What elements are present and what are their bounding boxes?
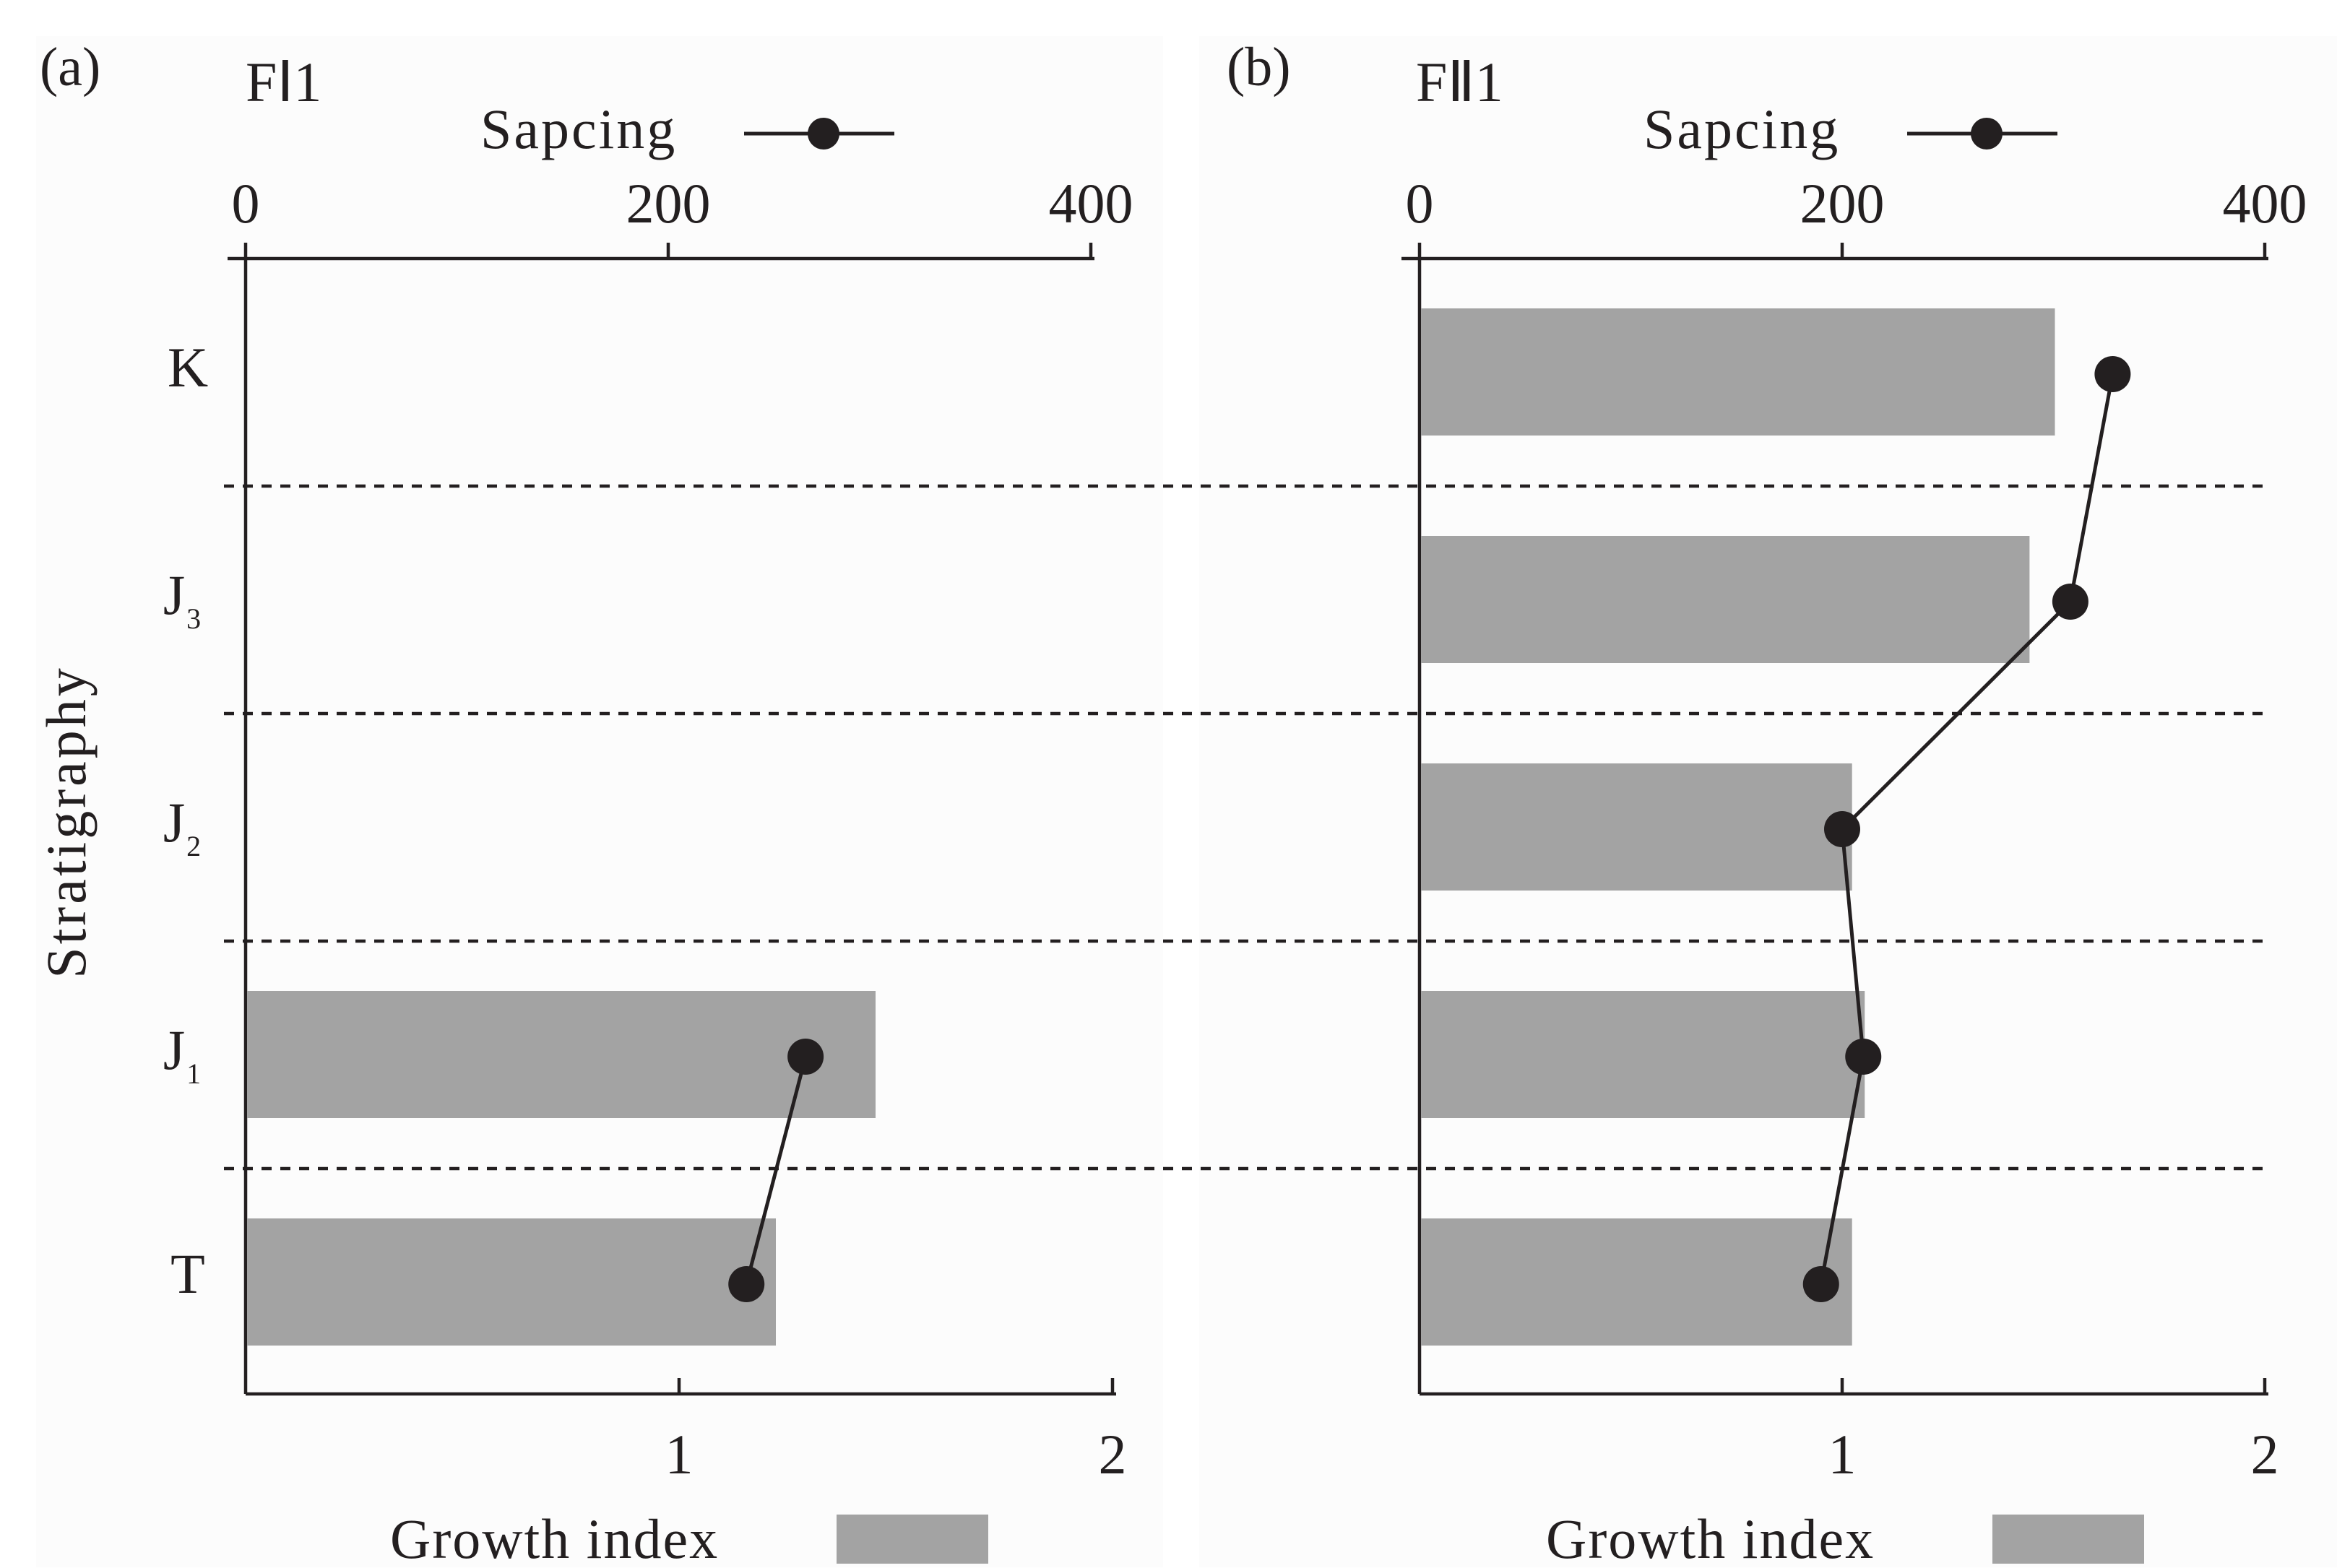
panel-a-growth-bar-j1 [247, 991, 876, 1118]
stratum-label-j2: J2 [163, 791, 201, 862]
stratum-separators [224, 484, 2268, 1171]
panel-b-spacing-point-k [2094, 356, 2131, 392]
panel-a-spacing-series [728, 1039, 824, 1302]
panel-b-top-tick-label-2: 400 [2223, 172, 2307, 235]
panel-b-legend-growth-label: Growth index [1546, 1507, 1875, 1568]
panel-a-spacing-line [744, 1056, 808, 1285]
panel-b-growth-bar-k [1421, 308, 2055, 436]
panel-b-bottom-tick-label-0: 1 [1828, 1423, 1857, 1486]
panel-a-spacing-point-j1 [787, 1039, 824, 1075]
stratum-label-j3: J3 [163, 563, 201, 635]
panel-b-spacing-point-j2 [1824, 811, 1860, 847]
panel-a-growth-bar-t [247, 1218, 776, 1346]
panel-b-label: (b) [1227, 37, 1291, 98]
panel-b-bottom-tick-label-1: 2 [2251, 1423, 2279, 1486]
panel-a-bars [247, 991, 876, 1346]
panel-b-growth-bar-t [1421, 1218, 1852, 1346]
stratum-label-k: K [168, 336, 208, 399]
panel-b-spacing-point-j3 [2052, 584, 2088, 620]
panel-a-title: FⅠ1 [246, 51, 321, 113]
strata-labels: K J3 J2 J1 T [163, 336, 208, 1305]
panel-b-bars [1421, 308, 2055, 1346]
panel-b-growth-bar-j1 [1421, 991, 1865, 1118]
panel-a-legend-spacing-label: Sapcing [480, 98, 677, 160]
panel-a-spacing-point-t [728, 1266, 765, 1302]
y-axis-title: Stratigraphy [35, 665, 98, 979]
panel-b-spacing-series [1802, 356, 2131, 1302]
panel-a-top-tick-label-1: 200 [626, 172, 711, 235]
panel-a-label: (a) [40, 37, 100, 98]
panel-b-spacing-point-j1 [1845, 1039, 1882, 1075]
panel-a-top-ticks: 0 200 400 [232, 172, 1133, 259]
panel-a-bottom-tick-label-1: 2 [1099, 1423, 1127, 1486]
panel-b-legend-growth-swatch [1992, 1515, 2144, 1564]
panel-b-spacing-point-t [1802, 1266, 1839, 1302]
panel-a-top-tick-label-0: 0 [232, 172, 260, 235]
panel-b-top-tick-label-1: 200 [1800, 172, 1885, 235]
panel-b-growth-bar-j3 [1421, 536, 2030, 663]
stratum-label-t: T [170, 1242, 205, 1305]
stratum-label-j1: J1 [163, 1018, 201, 1090]
panel-a-legend-growth-swatch [837, 1515, 988, 1564]
panel-b-top-ticks: 0 200 400 [1406, 172, 2307, 259]
panel-a-legend-spacing-marker [808, 118, 839, 150]
panel-a-bottom-tick-label-0: 1 [665, 1423, 694, 1486]
panel-b-title: FⅡ1 [1416, 51, 1503, 113]
panel-b-growth-bar-j2 [1421, 763, 1852, 891]
panel-b-legend-spacing-marker [1971, 118, 2003, 150]
panel-a-legend-growth-label: Growth index [390, 1507, 719, 1568]
panel-a-top-tick-label-2: 400 [1049, 172, 1133, 235]
panel-b-legend-spacing-label: Sapcing [1643, 98, 1840, 160]
panel-b-top-tick-label-0: 0 [1406, 172, 1434, 235]
